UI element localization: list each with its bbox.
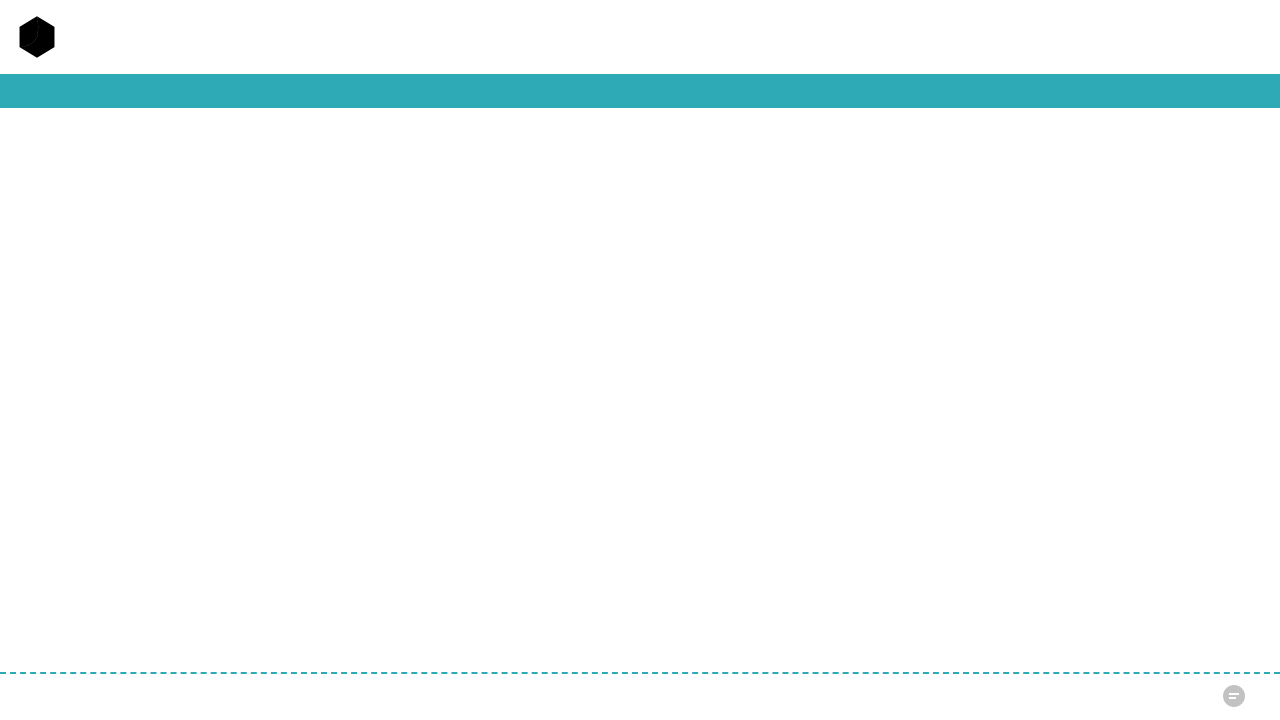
logo-icon xyxy=(14,14,60,60)
watermark xyxy=(1222,684,1250,708)
color-band xyxy=(0,74,1280,108)
logo xyxy=(14,14,80,60)
footer-dash xyxy=(0,672,1280,674)
watermark-icon xyxy=(1222,684,1246,708)
rib-insert-diagram xyxy=(330,188,830,458)
main-content xyxy=(0,108,1280,146)
header xyxy=(0,0,1280,74)
